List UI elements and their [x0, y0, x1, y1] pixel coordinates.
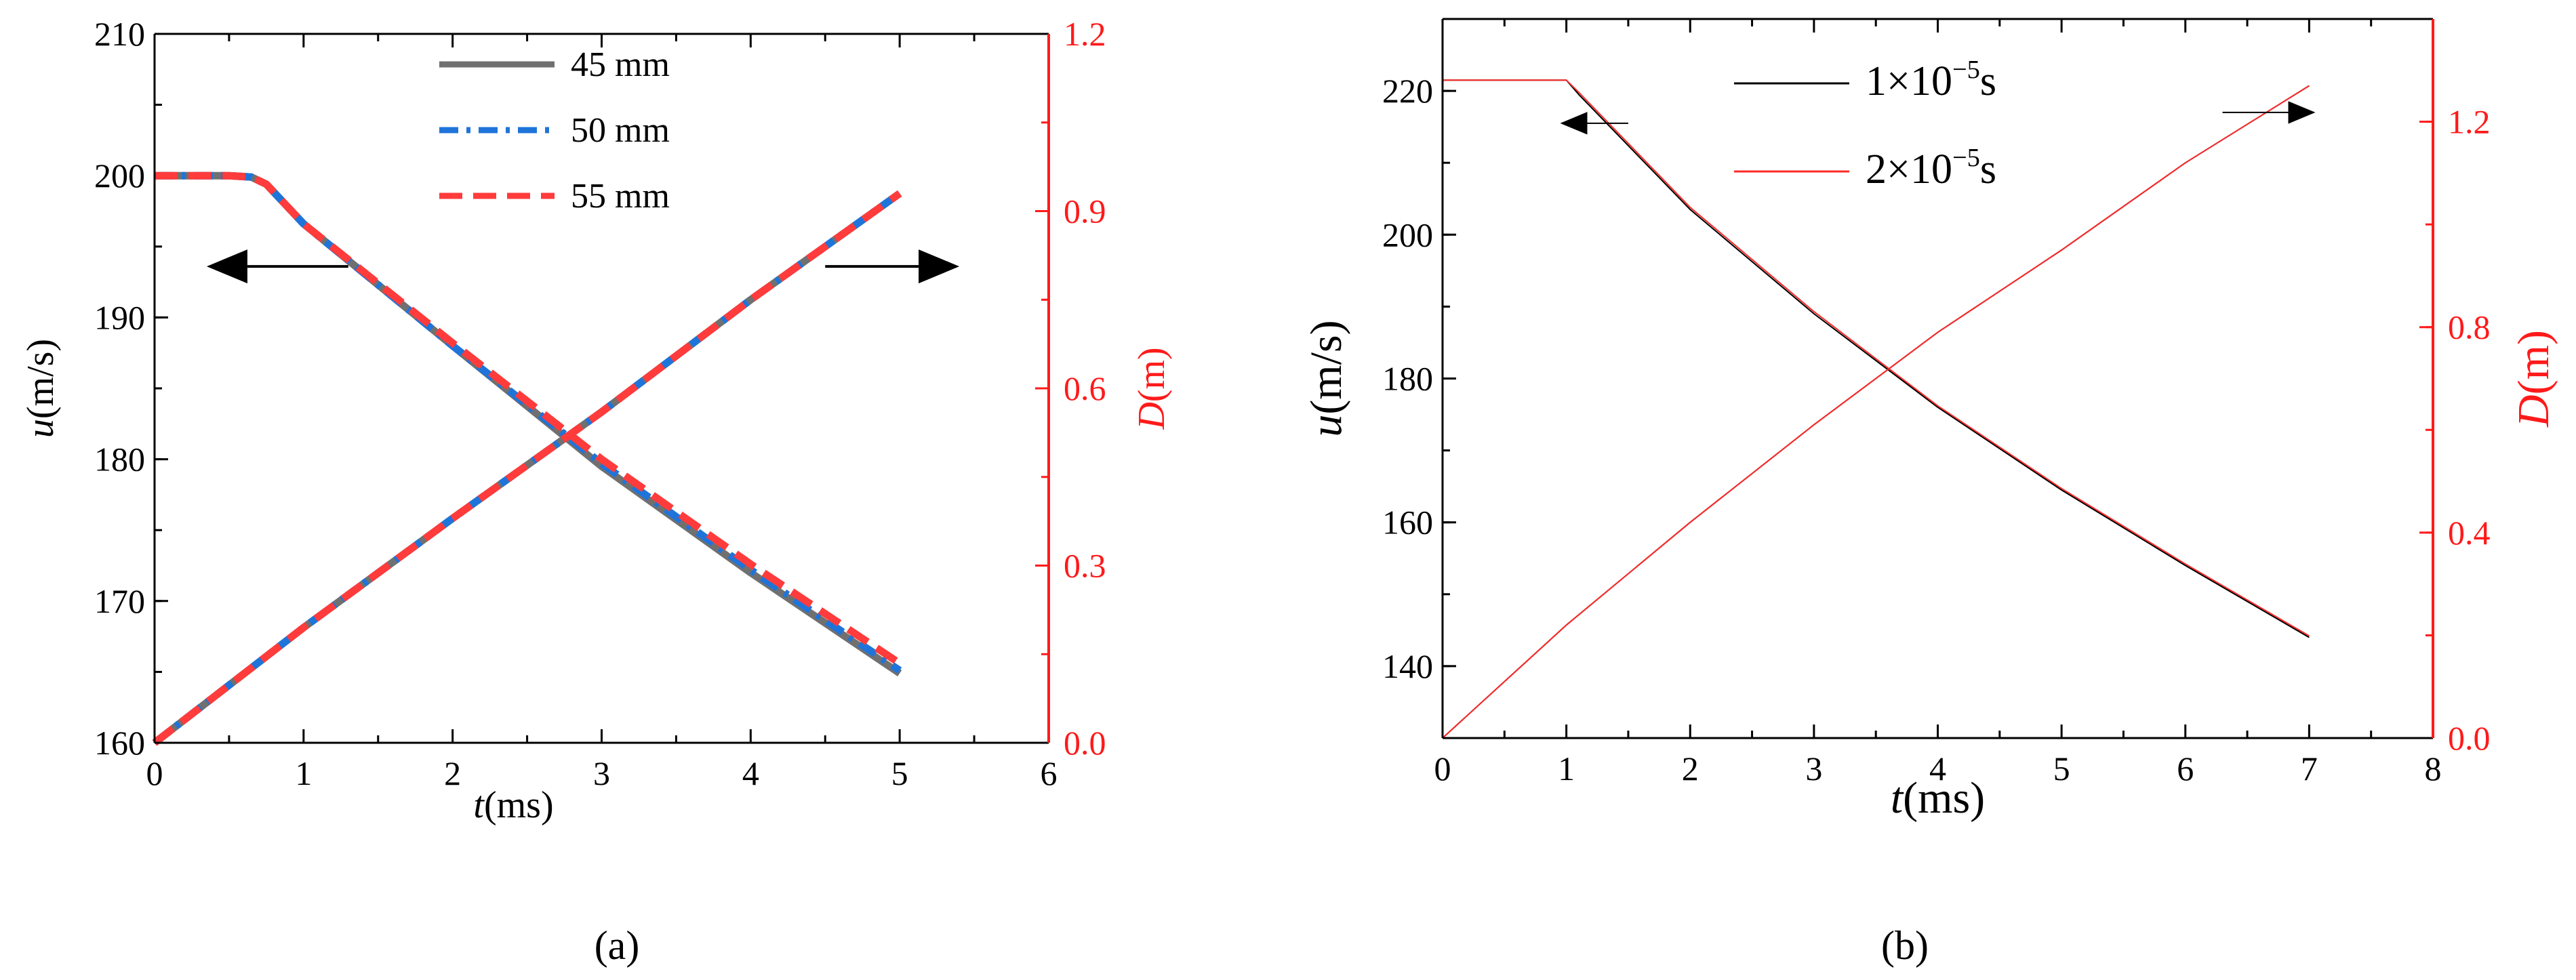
y-left-tick-label: 140 [1382, 647, 1433, 685]
x-tick-label: 7 [2301, 750, 2318, 788]
y-right-tick-label: 0.6 [1064, 369, 1106, 407]
x-tick-label: 3 [1805, 750, 1822, 788]
legend-label-2: 50 mm [571, 111, 670, 150]
y-right-tick-label: 0.3 [1064, 547, 1106, 585]
y-left-tick-label: 160 [94, 724, 145, 762]
series-line-D-2 [1442, 85, 2310, 739]
y-right-axis-label: D(m) [1131, 347, 1173, 430]
y-left-tick-label: 160 [1382, 504, 1433, 542]
x-tick-label: 8 [2425, 750, 2442, 788]
series-line-D-3 [152, 190, 902, 746]
x-tick-label: 5 [2053, 750, 2070, 788]
y-left-tick-label: 180 [1382, 360, 1433, 398]
y-right-tick-label: 1.2 [2448, 103, 2491, 141]
y-left-tick-label: 180 [94, 441, 145, 478]
x-tick-label: 4 [742, 754, 759, 792]
direction-arrow-head [1560, 112, 1588, 135]
y-right-tick-label: 0.9 [1064, 192, 1106, 230]
y-left-axis-label: u(m/s) [1302, 320, 1351, 436]
legend-label-1: 1×10−5s [1866, 56, 1996, 104]
series-line-u-2 [1443, 79, 2310, 637]
direction-arrow-head [206, 249, 247, 284]
x-tick-label: 1 [295, 754, 312, 792]
x-axis-label: t(ms) [1891, 773, 1985, 823]
y-left-axis-label: u(m/s) [20, 339, 62, 438]
y-left-tick-label: 170 [94, 582, 145, 620]
y-left-tick-label: 220 [1382, 72, 1433, 110]
y-left-tick-label: 200 [94, 157, 145, 195]
direction-arrow-head [919, 249, 960, 284]
y-right-tick-label: 0.0 [1064, 724, 1106, 762]
y-left-tick-label: 200 [1382, 216, 1433, 253]
x-tick-label: 4 [1929, 750, 1946, 788]
legend-label-1: 45 mm [571, 45, 670, 84]
x-tick-label: 2 [444, 754, 461, 792]
x-axis-label: t(ms) [473, 784, 553, 826]
legend-label-2: 2×10−5s [1866, 144, 1996, 192]
x-tick-label: 1 [1558, 750, 1575, 788]
y-right-axis-label: D(m) [2509, 330, 2558, 428]
x-tick-label: 0 [146, 754, 163, 792]
y-right-tick-label: 0.0 [2448, 719, 2491, 757]
panel-label-b: (b) [1881, 923, 1929, 968]
y-left-tick-label: 190 [94, 298, 145, 336]
series-line-u-3 [155, 171, 902, 667]
legend-label-3: 55 mm [571, 177, 670, 216]
x-tick-label: 0 [1434, 750, 1451, 788]
x-tick-label: 2 [1682, 750, 1699, 788]
x-tick-label: 5 [891, 754, 908, 792]
panel-b: 0 1 2 3 4 5 6 7 8 140 160 180 200 220 0.0 0.4 0.8 1.2 t(ms… [1302, 18, 2558, 823]
x-tick-label: 6 [2177, 750, 2194, 788]
x-tick-label: 6 [1041, 754, 1058, 792]
direction-arrow-head [2288, 101, 2316, 124]
y-right-tick-label: 1.2 [1064, 15, 1106, 53]
y-right-tick-label: 0.8 [2448, 308, 2491, 346]
x-tick-label: 3 [593, 754, 610, 792]
panel-a: 0 1 2 3 4 5 6 160 170 180 190 200 210 0.0 0.3 0.6 0.9 1.2… [20, 15, 1173, 826]
y-right-tick-label: 0.4 [2448, 514, 2491, 552]
y-left-tick-label: 210 [94, 15, 145, 53]
panel-label-a: (a) [595, 923, 640, 968]
